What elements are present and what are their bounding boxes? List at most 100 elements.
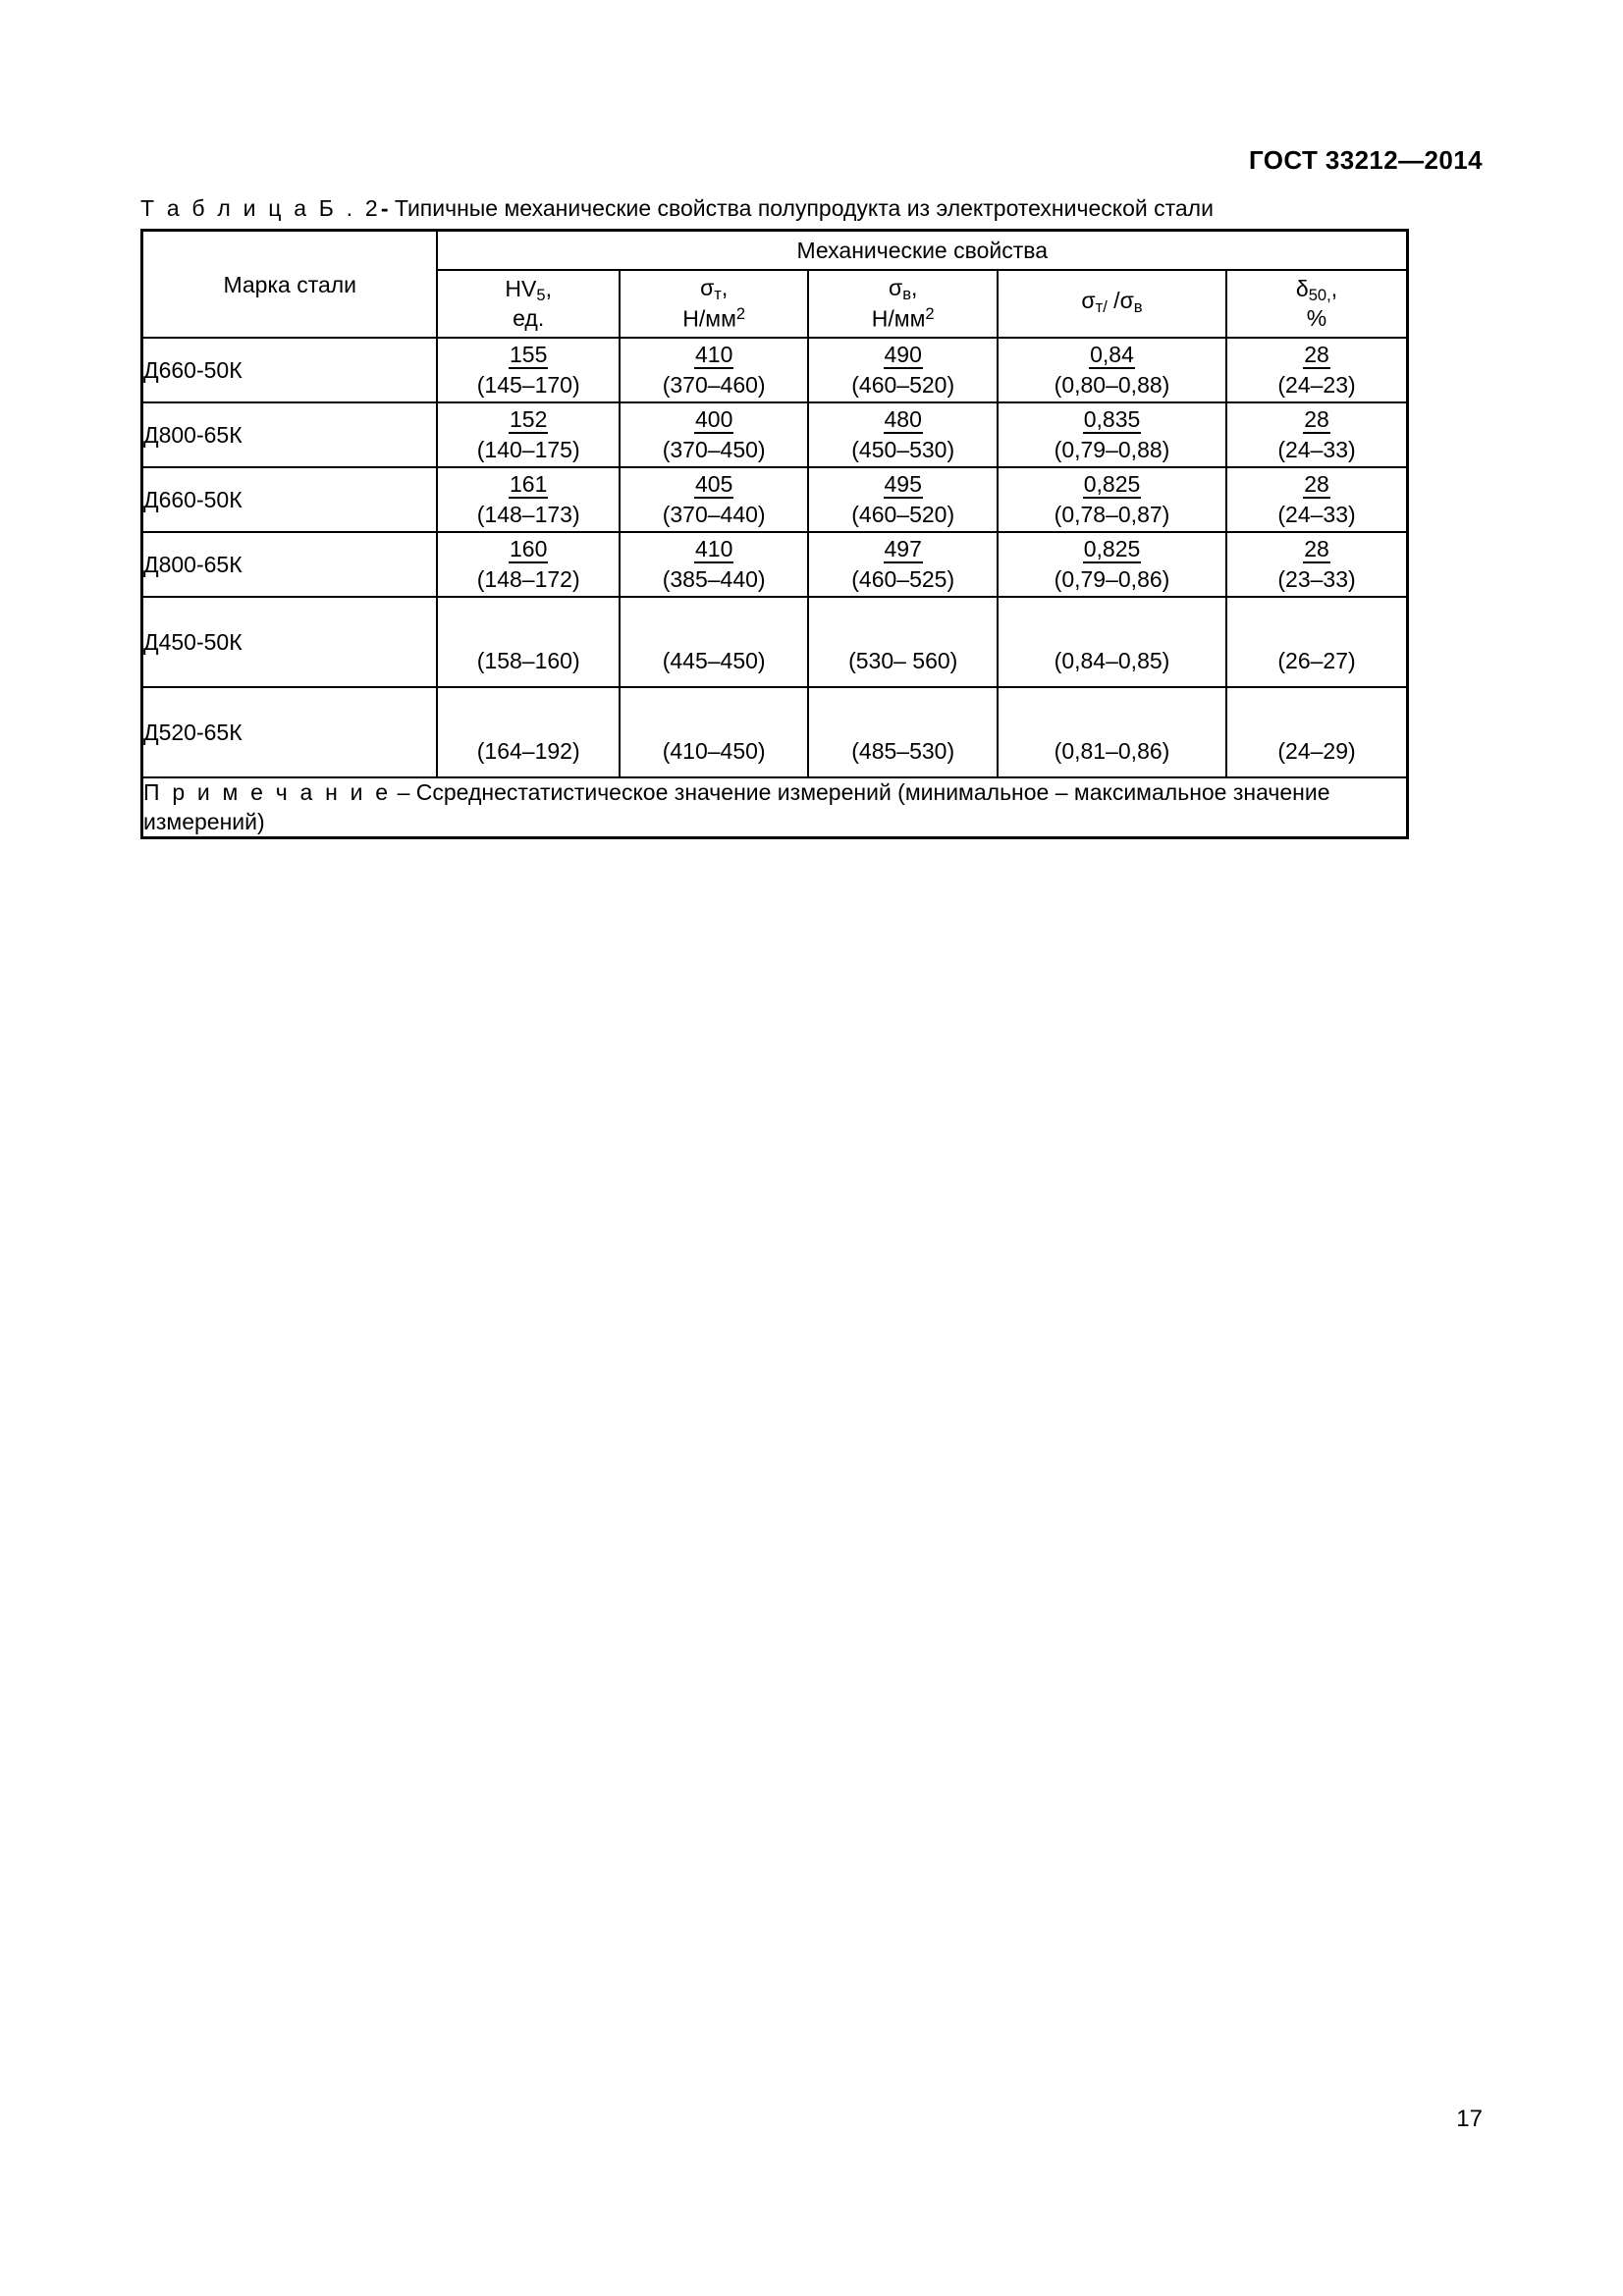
value-mean: 28 (1303, 537, 1330, 564)
column-header-group-mechanical-properties: Механические свойства (436, 229, 1409, 271)
cell-delta-50: 28 (24–33) (1225, 401, 1409, 469)
cell-sigma-t: 400 (370–450) (618, 401, 810, 469)
column-header-sigma-v: σв, Н/мм2 (807, 268, 999, 340)
hv-comma: , (545, 276, 552, 302)
value-range: (450–530) (851, 437, 955, 463)
cell-hv5: 152 (140–175) (436, 401, 621, 469)
sigma-t-comma: , (721, 275, 729, 301)
table-row: Д660-50К 161 (148–173) 405 (370–440) 495… (140, 466, 1409, 534)
cell-delta-50: 28 (24–23) (1225, 337, 1409, 404)
cell-sigma-ratio: (0,81–0,86) (996, 686, 1228, 779)
value-mean: 490 (883, 343, 923, 370)
value-range: (370–440) (662, 502, 766, 528)
value-range: (140–175) (476, 437, 580, 463)
cell-sigma-ratio: 0,825 (0,78–0,87) (996, 466, 1228, 534)
cell-grade: Д660-50К (140, 466, 439, 534)
value-range: (148–172) (476, 566, 580, 593)
value-mean: 160 (509, 537, 549, 564)
table-caption: Т а б л и ц а Б . 2- Типичные механическ… (140, 195, 1214, 221)
value-mean: 0,825 (1082, 472, 1142, 500)
cell-grade: Д660-50К (140, 337, 439, 404)
table-row: Д800-65К 160 (148–172) 410 (385–440) 497… (140, 531, 1409, 599)
ratio-subscript-1: т/ (1095, 297, 1108, 317)
cell-delta-50: (26–27) (1225, 596, 1409, 689)
table-container: Марка стали Механические свойства HV5, е… (140, 229, 1409, 839)
table-row: Д800-65К 152 (140–175) 400 (370–450) 480… (140, 401, 1409, 469)
value-range: (0,78–0,87) (1054, 502, 1170, 528)
cell-sigma-v: 497 (460–525) (807, 531, 999, 599)
value-mean: 28 (1303, 343, 1330, 370)
table-caption-text: Типичные механические свойства полупроду… (394, 195, 1214, 221)
table-caption-dash: - (380, 195, 389, 221)
value-mean: 495 (883, 472, 923, 500)
delta-units: % (1306, 304, 1327, 331)
value-range: (24–33) (1277, 437, 1356, 463)
cell-sigma-v: 490 (460–520) (807, 337, 999, 404)
table-row: Д660-50К 155 (145–170) 410 (370–460) 490… (140, 337, 1409, 404)
cell-hv5: (164–192) (436, 686, 621, 779)
delta-subscript: 50, (1308, 286, 1331, 305)
cell-sigma-v: (530– 560) (807, 596, 999, 689)
cell-sigma-t: (410–450) (618, 686, 810, 779)
cell-hv5: 161 (148–173) (436, 466, 621, 534)
value-range: (370–460) (662, 372, 766, 399)
value-range: (145–170) (476, 372, 580, 399)
column-header-grade: Марка стали (140, 229, 439, 340)
value-mean: 0,825 (1082, 537, 1142, 564)
value-mean: 405 (693, 472, 734, 500)
column-header-sigma-ratio: σт/ /σв (996, 268, 1228, 340)
table-header-row-1: Марка стали Механические свойства (140, 229, 1409, 340)
value-mean: 161 (509, 472, 549, 500)
column-header-sigma-t: σт, Н/мм2 (618, 268, 810, 340)
value-mean: 0,84 (1089, 343, 1135, 370)
value-range: (0,80–0,88) (1054, 372, 1170, 399)
value-mean: 152 (509, 407, 549, 435)
table-header-row-2: HV5, ед. σт, Н/мм2 σв, Н/мм2 σт/ /σв (142, 268, 1409, 340)
cell-sigma-ratio: (0,84–0,85) (996, 596, 1228, 689)
cell-grade: Д520-65К (140, 686, 439, 779)
value-mean: 400 (693, 407, 734, 435)
delta-comma: , (1330, 276, 1338, 302)
cell-sigma-v: 495 (460–520) (807, 466, 999, 534)
column-header-delta-50: δ50,, % (1225, 268, 1409, 340)
value-range: (460–520) (851, 502, 955, 528)
delta-symbol: δ (1295, 276, 1309, 302)
value-range: (460–525) (851, 566, 955, 593)
cell-sigma-ratio: 0,825 (0,79–0,86) (996, 531, 1228, 599)
hv-symbol: HV (505, 276, 537, 302)
running-header: ГОСТ 33212—2014 (1249, 145, 1483, 175)
value-mean: 410 (693, 537, 734, 564)
cell-delta-50: 28 (23–33) (1225, 531, 1409, 599)
column-header-hv5: HV5, ед. (436, 268, 621, 340)
value-range: (23–33) (1277, 566, 1356, 593)
cell-sigma-v: 480 (450–530) (807, 401, 999, 469)
value-mean: 28 (1303, 407, 1330, 435)
cell-hv5: 160 (148–172) (436, 531, 621, 599)
sigma-t-units: Н/мм (682, 305, 736, 332)
value-mean: 0,835 (1082, 407, 1142, 435)
table-note: П р и м е ч а н и е – Ссреднестатистичес… (140, 776, 1409, 839)
cell-sigma-ratio: 0,84 (0,80–0,88) (996, 337, 1228, 404)
cell-hv5: 155 (145–170) (436, 337, 621, 404)
table-row: Д520-65К (164–192) (410–450) (485–530) (… (140, 686, 1409, 779)
value-mean: 28 (1303, 472, 1330, 500)
cell-sigma-t: (445–450) (618, 596, 810, 689)
sigma-v-units-exponent: 2 (925, 304, 935, 324)
sigma-t-symbol: σ (700, 275, 715, 301)
cell-grade: Д800-65К (140, 531, 439, 599)
value-mean: 480 (883, 407, 923, 435)
value-mean: 155 (509, 343, 549, 370)
sigma-v-subscript: в (902, 285, 911, 304)
value-range: (460–520) (851, 372, 955, 399)
ratio-symbol-1: σ (1081, 288, 1096, 313)
cell-sigma-ratio: 0,835 (0,79–0,88) (996, 401, 1228, 469)
cell-grade: Д450-50К (140, 596, 439, 689)
note-label: П р и м е ч а н и е (143, 779, 392, 806)
value-range: (385–440) (662, 566, 766, 593)
table-caption-label: Т а б л и ц а Б . 2 (140, 195, 381, 221)
value-range: (0,79–0,86) (1054, 566, 1170, 593)
sigma-v-comma: , (911, 275, 918, 301)
cell-hv5: (158–160) (436, 596, 621, 689)
page-number: 17 (1456, 2106, 1483, 2132)
value-range: (0,79–0,88) (1054, 437, 1170, 463)
